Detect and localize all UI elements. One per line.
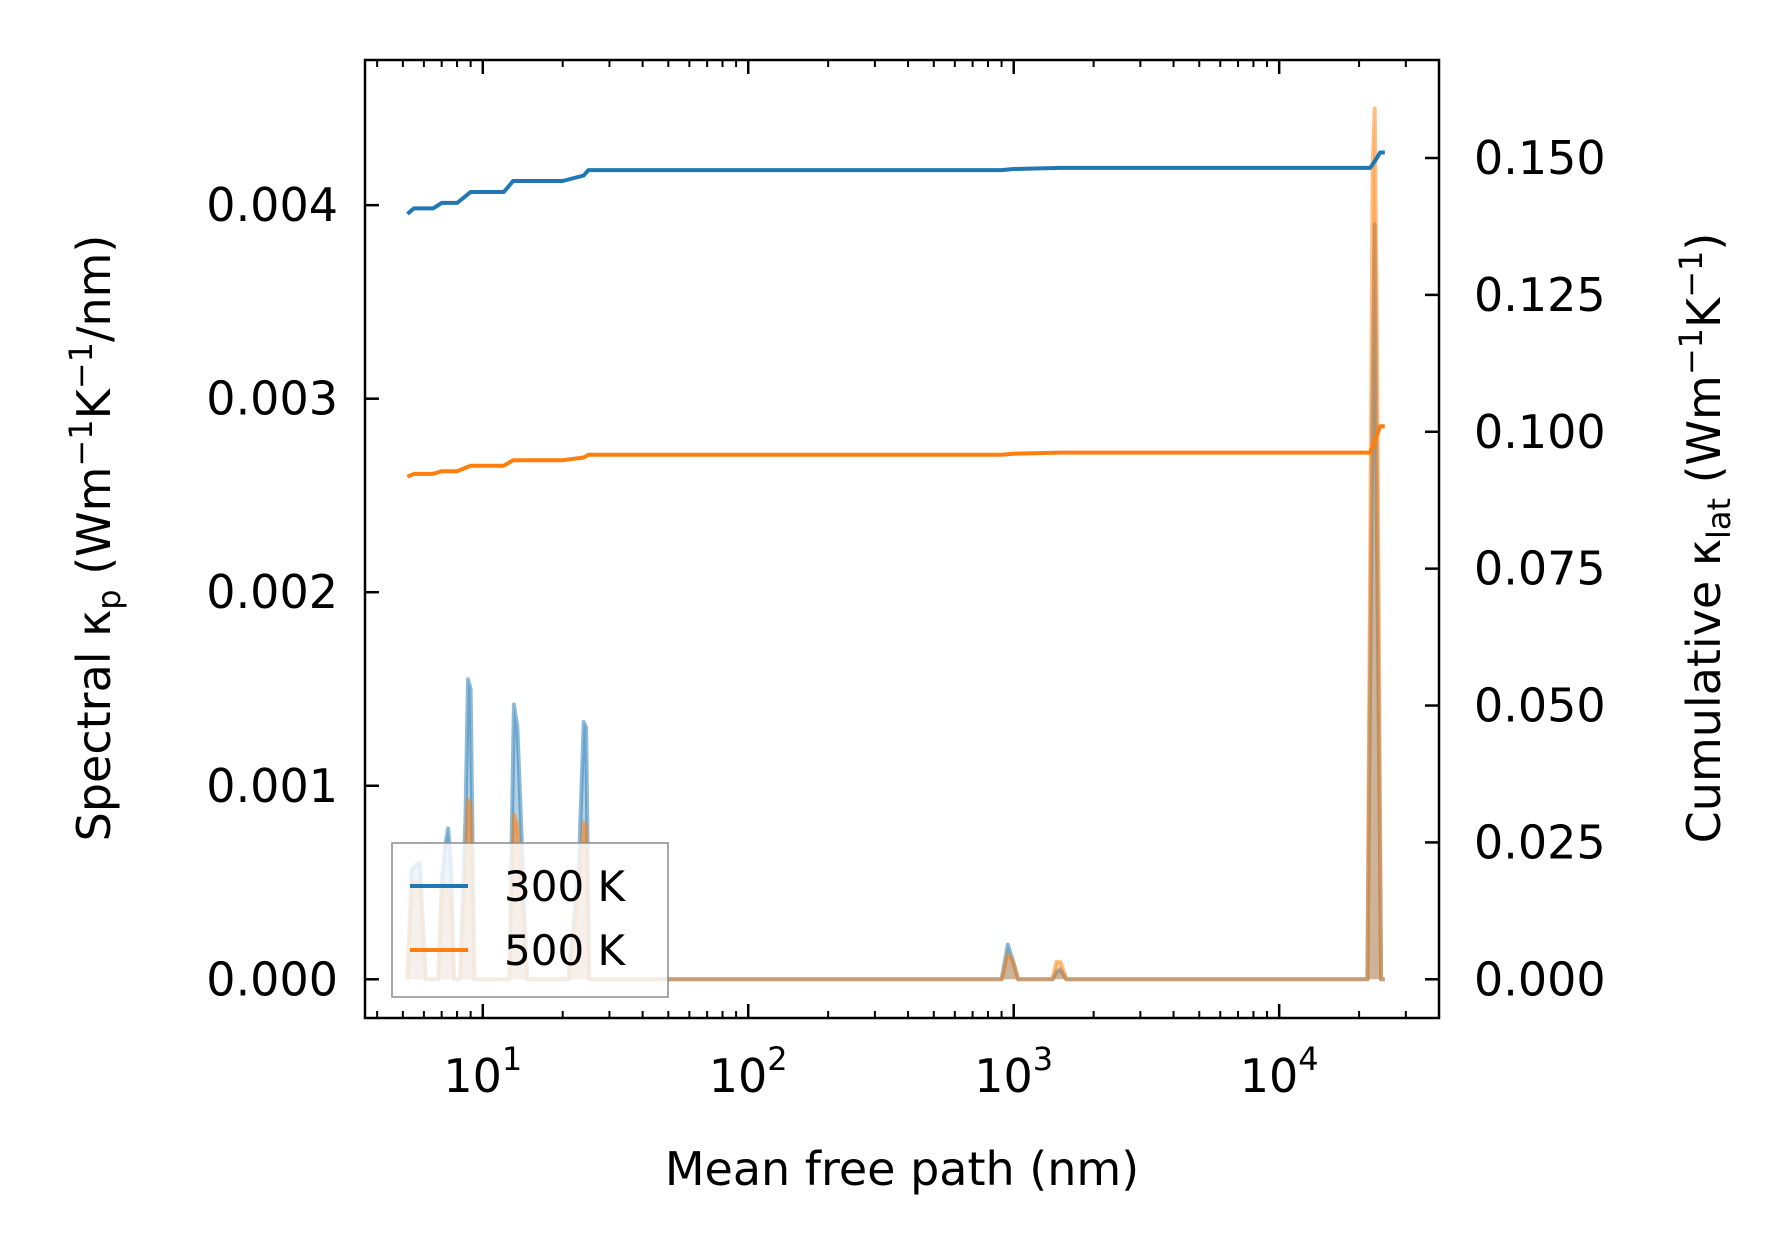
y-left-tick-label: 0.002 — [206, 565, 338, 619]
y-right-tick-label: 0.050 — [1474, 679, 1606, 733]
x-tick-label: 103 — [974, 1040, 1053, 1103]
x-tick-label: 101 — [443, 1040, 522, 1103]
y-right-tick-label: 0.000 — [1474, 952, 1606, 1006]
x-tick-label: 104 — [1240, 1040, 1319, 1103]
legend-label-500k: 500 K — [504, 926, 627, 975]
y-right-tick-label: 0.025 — [1474, 815, 1606, 869]
cumulative-line-300k — [406, 150, 1385, 216]
x-tick-label: 102 — [709, 1040, 788, 1103]
cumulative-series-group — [406, 150, 1385, 479]
plot-frame — [363, 58, 1441, 1020]
legend: 300 K 500 K — [391, 842, 669, 998]
y-right-tick-label: 0.125 — [1474, 268, 1606, 322]
y-right-axis-title: Cumulative κlat (Wm−1K−1) — [1672, 233, 1738, 844]
y-left-tick-label: 0.000 — [206, 952, 338, 1006]
y-left-tick-label: 0.001 — [206, 759, 338, 813]
y-right-tick-label: 0.150 — [1474, 131, 1606, 185]
axis-ticks-group — [365, 60, 1439, 1018]
x-tick-labels: 101 102 103 104 — [443, 1040, 1318, 1103]
y-right-tick-label: 0.075 — [1474, 542, 1606, 596]
y-left-tick-label: 0.003 — [206, 372, 338, 426]
cumulative-line-500k — [406, 424, 1385, 479]
y-left-tick-label: 0.004 — [206, 178, 338, 232]
legend-box — [391, 842, 669, 998]
legend-label-300k: 300 K — [504, 862, 627, 911]
x-axis-title: Mean free path (nm) — [665, 1142, 1139, 1196]
y-right-tick-labels: 0.000 0.025 0.050 0.075 0.100 0.125 0.15… — [1474, 131, 1606, 1006]
y-left-tick-labels: 0.000 0.001 0.002 0.003 0.004 — [206, 178, 338, 1006]
y-left-axis-title: Spectral κp (Wm−1K−1/nm) — [62, 235, 128, 842]
y-right-tick-label: 0.100 — [1474, 405, 1606, 459]
